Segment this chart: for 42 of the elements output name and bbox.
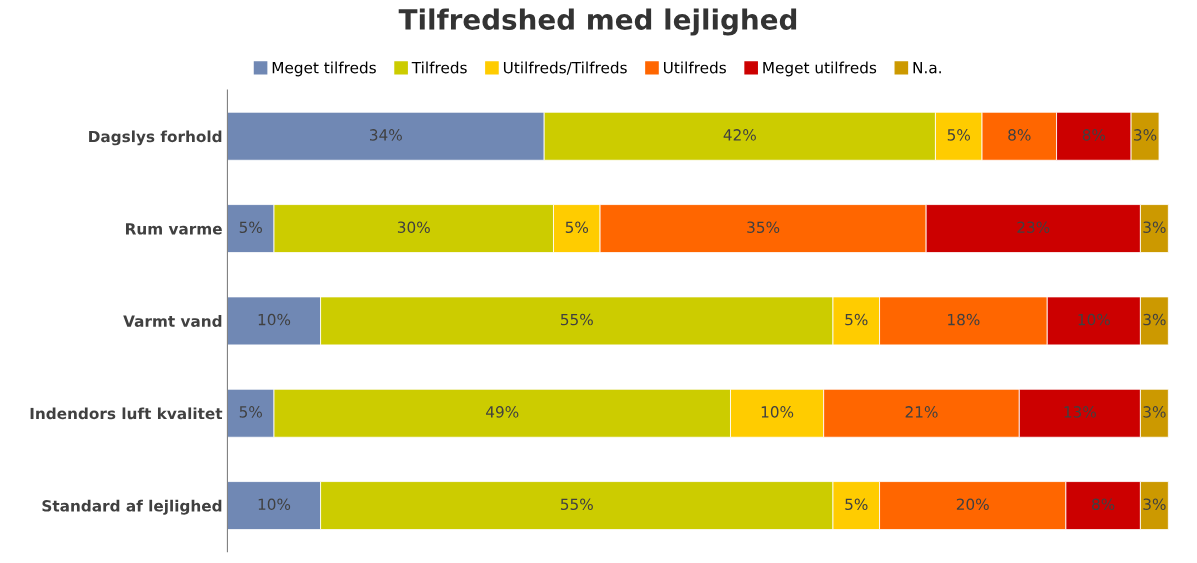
- data-label: 3%: [1143, 406, 1166, 418]
- data-label: 10%: [1078, 313, 1110, 326]
- data-label: 8%: [1008, 129, 1031, 141]
- data-label: 55%: [560, 313, 593, 326]
- y-tick-label: Varmt vand: [123, 315, 222, 327]
- data-label: 13%: [1064, 406, 1096, 418]
- data-label: 5%: [947, 129, 971, 141]
- data-label: 3%: [1143, 221, 1166, 234]
- legend-label: N.a.: [913, 62, 941, 74]
- data-label: 8%: [1092, 498, 1115, 511]
- chart-title: Tilfredshed med lejlighed: [398, 8, 797, 36]
- data-label: 10%: [258, 498, 291, 511]
- y-tick-label: Dagslys forhold: [89, 130, 222, 146]
- data-label: 34%: [369, 129, 402, 141]
- data-label: 3%: [1143, 498, 1166, 511]
- y-tick-label: Standard af lejlighed: [42, 499, 222, 515]
- data-label: 5%: [845, 498, 868, 511]
- data-label: 49%: [486, 406, 519, 418]
- data-label: 10%: [258, 313, 291, 326]
- data-label: 8%: [1082, 129, 1106, 141]
- data-label: 35%: [747, 221, 780, 234]
- y-tick-label: Rum varme: [126, 223, 222, 235]
- data-label: 5%: [565, 221, 589, 234]
- y-tick-label: Indendors luft kvalitet: [30, 407, 223, 420]
- data-label: 18%: [948, 313, 980, 326]
- data-label: 30%: [397, 221, 430, 234]
- data-label: 5%: [845, 313, 868, 326]
- data-label: 23%: [1017, 221, 1050, 234]
- data-label: 55%: [560, 498, 593, 511]
- data-label: 20%: [956, 498, 989, 511]
- legend-label: Meget utilfreds: [763, 61, 877, 77]
- data-label: 3%: [1143, 313, 1166, 326]
- data-label: 10%: [761, 406, 794, 418]
- data-label: 3%: [1134, 129, 1157, 141]
- legend-label: Utilfreds: [664, 61, 726, 74]
- data-label: 21%: [905, 406, 938, 418]
- data-label: 5%: [239, 406, 262, 418]
- legend-label: Tilfreds: [411, 61, 467, 74]
- data-label: 5%: [239, 221, 262, 234]
- legend-label: Meget tilfreds: [272, 61, 376, 77]
- data-label: 42%: [723, 129, 756, 141]
- legend-label: Utilfreds/Tilfreds: [503, 61, 627, 75]
